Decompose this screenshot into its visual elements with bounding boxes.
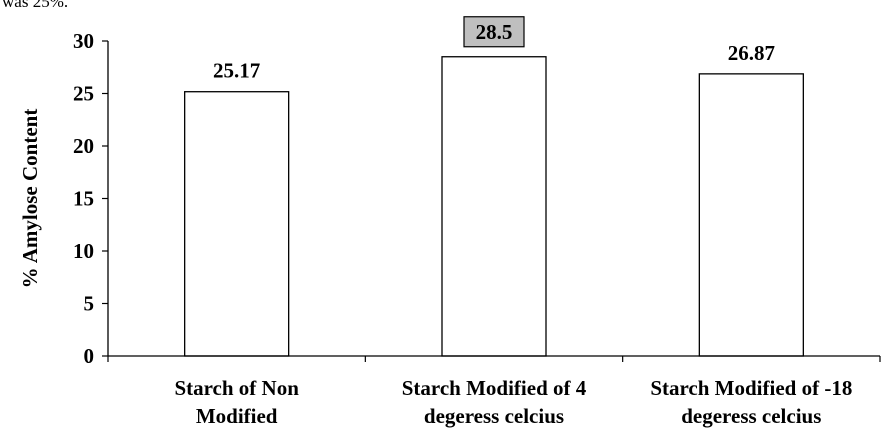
y-axis-ticks: 0 5 10 15 20 25 30 xyxy=(73,29,108,368)
header-fragment-text: was 25%. xyxy=(2,0,69,11)
y-axis-title: % Amylose Content xyxy=(18,109,42,289)
y-tick-label: 25 xyxy=(73,82,94,106)
value-labels-group: 25.17 28.5 26.87 xyxy=(213,16,775,83)
value-label-highlight-box xyxy=(463,16,525,48)
y-tick-label: 30 xyxy=(73,29,94,53)
y-tick-label: 5 xyxy=(84,292,95,316)
y-tick-label: 10 xyxy=(73,239,94,263)
y-axis-label-group: % Amylose Content xyxy=(18,109,42,289)
value-label: 26.87 xyxy=(728,41,775,65)
axes-group xyxy=(107,41,880,357)
bars-group xyxy=(184,56,804,357)
y-tick-label: 20 xyxy=(73,134,94,158)
x-category-label: Starch of Non xyxy=(174,376,299,400)
value-label: 25.17 xyxy=(213,59,260,83)
y-tick-label: 15 xyxy=(73,187,94,211)
x-category-label: Modified xyxy=(196,404,278,428)
bar xyxy=(184,91,290,357)
x-category-label: Starch Modified of 4 xyxy=(402,376,587,400)
x-axis-ticks: Starch of Non Modified Starch Modified of … xyxy=(107,356,881,428)
value-label: 28.5 xyxy=(476,20,513,44)
x-category-label: degeress celcius xyxy=(681,404,821,428)
y-tick-label: 0 xyxy=(84,344,95,368)
x-category-label: degeress celcius xyxy=(424,404,564,428)
bar xyxy=(441,56,547,357)
bar xyxy=(698,73,804,357)
x-category-label: Starch Modified of -18 xyxy=(650,376,852,400)
